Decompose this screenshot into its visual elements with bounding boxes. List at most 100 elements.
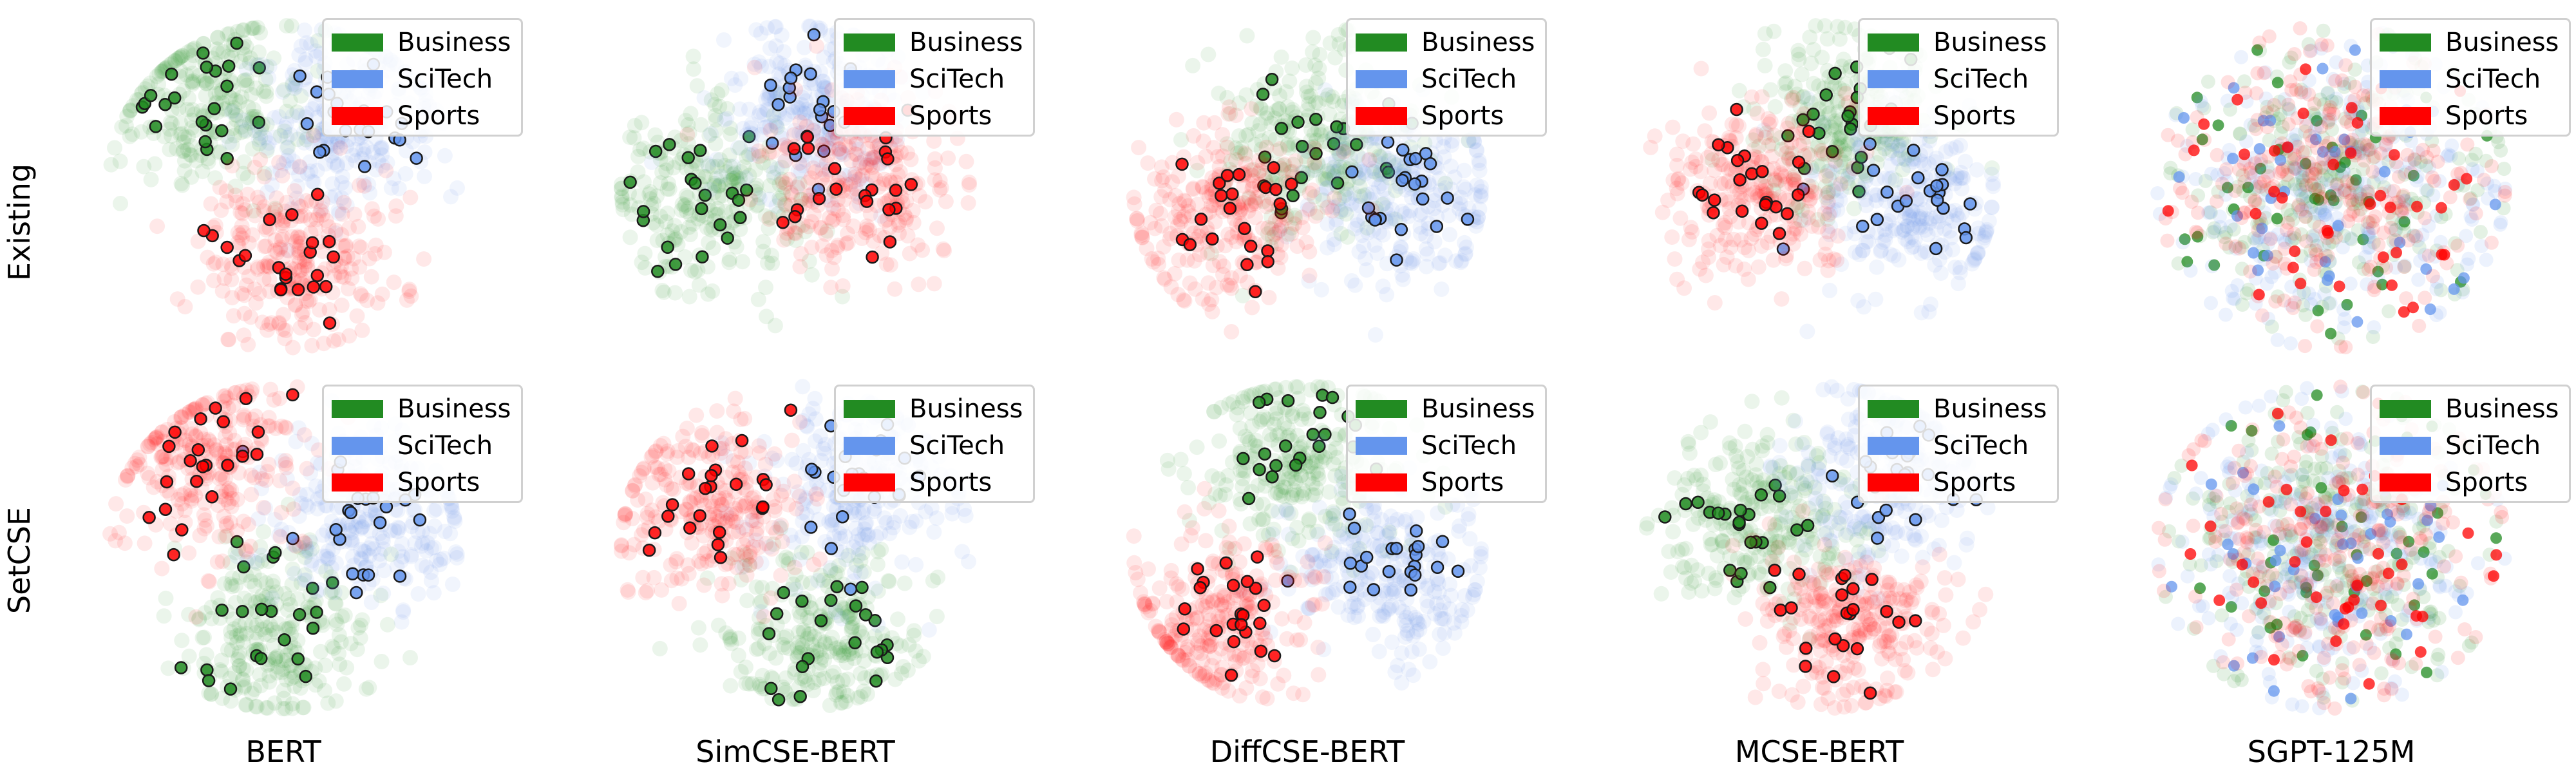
scatter-point-sports: [330, 332, 346, 348]
scatter-point-scitech: [238, 61, 254, 77]
scatter-point-sports: [334, 269, 350, 285]
scatter-point-business: [723, 126, 739, 142]
scatter-point-scitech: [762, 41, 778, 56]
scatter-point-sports: [321, 301, 337, 318]
scatter-point-scitech: [797, 105, 813, 121]
scatter-point-business: [180, 44, 196, 60]
scatter-point-sports: [800, 218, 816, 234]
scatter-point-scitech: [1412, 207, 1428, 223]
scatter-point-sports: [1724, 116, 1740, 132]
scatter-point-sports: [2338, 340, 2353, 355]
scatter-point-business: [726, 170, 742, 186]
scatter-point-sports: [1820, 224, 1836, 240]
scatter-point-business: [245, 101, 261, 117]
scatter-point-sports: [234, 285, 250, 301]
scatter-point-scitech: [266, 110, 282, 126]
scatter-point-scitech: [261, 70, 277, 86]
scatter-point-business: [1755, 41, 1771, 57]
scatter-point-business: [181, 90, 196, 106]
scatter-point-sports: [2215, 177, 2230, 191]
scatter-point-sports: [1307, 140, 1323, 157]
scatter-point-scitech: [293, 38, 309, 54]
scatter-point-sports: [938, 193, 954, 209]
scatter-point-business: [374, 654, 390, 669]
highlighted-point-scitech: [410, 151, 423, 165]
scatter-point-sports: [1361, 152, 1378, 168]
scatter-point-scitech: [1351, 243, 1367, 260]
scatter-point-business: [164, 115, 180, 131]
scatter-point-scitech: [1852, 247, 1868, 263]
scatter-point-sports: [206, 272, 222, 289]
scatter-point-business: [402, 650, 418, 665]
highlighted-point-sports: [1273, 197, 1287, 211]
scatter-point-business: [1238, 87, 1255, 103]
scatter-point-business: [172, 126, 188, 142]
scatter-point-business: [762, 210, 779, 226]
scatter-point-business: [170, 51, 186, 67]
scatter-point-sports: [292, 158, 308, 175]
scatter-point-sports: [332, 140, 348, 156]
scatter-point-scitech: [279, 116, 294, 131]
scatter-point-sports: [1307, 155, 1322, 171]
scatter-point-sports: [386, 274, 402, 291]
scatter-point-sports: [230, 225, 246, 241]
scatter-point-scitech: [773, 27, 790, 43]
scatter-point-sports: [378, 162, 394, 178]
scatter-point-business: [279, 18, 294, 33]
scatter-point-business: [630, 164, 646, 180]
scatter-point-sports: [1244, 300, 1260, 316]
scatter-point-sports: [291, 245, 307, 261]
scatter-point-sports: [272, 239, 289, 255]
scatter-point-sports: [2302, 87, 2316, 102]
scatter-point-sports: [1147, 171, 1162, 187]
scatter-point-scitech: [2213, 220, 2228, 234]
scatter-point-scitech: [1981, 213, 1997, 229]
scatter-point-sports: [761, 211, 777, 227]
scatter-point-business: [256, 166, 272, 182]
scatter-point-scitech: [283, 127, 299, 143]
scatter-point-business: [1777, 63, 1794, 79]
highlighted-point-sports: [1261, 254, 1274, 269]
scatter-point-scitech: [769, 54, 785, 70]
scatter-point-sports: [290, 228, 306, 244]
scatter-point-business: [764, 255, 781, 271]
scatter-point-business: [674, 196, 690, 212]
highlighted-point-business: [306, 621, 320, 635]
scatter-point-scitech: [2320, 86, 2335, 101]
scatter-point-sports: [275, 321, 291, 337]
scatter-point-scitech: [719, 111, 735, 127]
scatter-point-sports: [927, 172, 943, 188]
scatter-point-sports: [864, 159, 880, 175]
scatter-point-sports: [2307, 262, 2322, 277]
scatter-point-business: [225, 120, 241, 137]
scatter-point-sports: [1775, 157, 1791, 173]
scatter-point-scitech: [771, 66, 787, 82]
scatter-point-business: [1766, 23, 1782, 39]
scatter-point-scitech: [279, 242, 295, 258]
highlighted-point-sports: [2295, 278, 2307, 290]
scatter-point-business: [683, 106, 699, 122]
scatter-point-sports: [911, 276, 927, 292]
scatter-point-scitech: [785, 104, 801, 120]
scatter-point-business: [775, 186, 791, 202]
scatter-point-sports: [1302, 267, 1318, 283]
scatter-point-sports: [2281, 117, 2296, 131]
scatter-point-sports: [2463, 192, 2477, 207]
scatter-point-business: [207, 86, 223, 102]
scatter-point-business: [176, 129, 193, 145]
scatter-point-business: [683, 262, 699, 278]
highlighted-point-scitech: [804, 67, 817, 81]
scatter-point-scitech: [1964, 256, 1980, 272]
scatter-point-business: [748, 162, 764, 178]
highlighted-point-scitech: [2227, 153, 2239, 165]
scatter-point-scitech: [249, 118, 265, 134]
scatter-point-sports: [2403, 166, 2418, 180]
scatter-point-business: [677, 113, 694, 129]
scatter-point-business: [772, 190, 788, 206]
scatter-point-sports: [247, 207, 263, 224]
scatter-point-business: [232, 94, 248, 110]
highlighted-point-sports: [291, 283, 305, 297]
highlighted-point-sports: [1232, 167, 1246, 182]
scatter-point-scitech: [2224, 283, 2239, 298]
scatter-point-business: [1284, 60, 1300, 76]
